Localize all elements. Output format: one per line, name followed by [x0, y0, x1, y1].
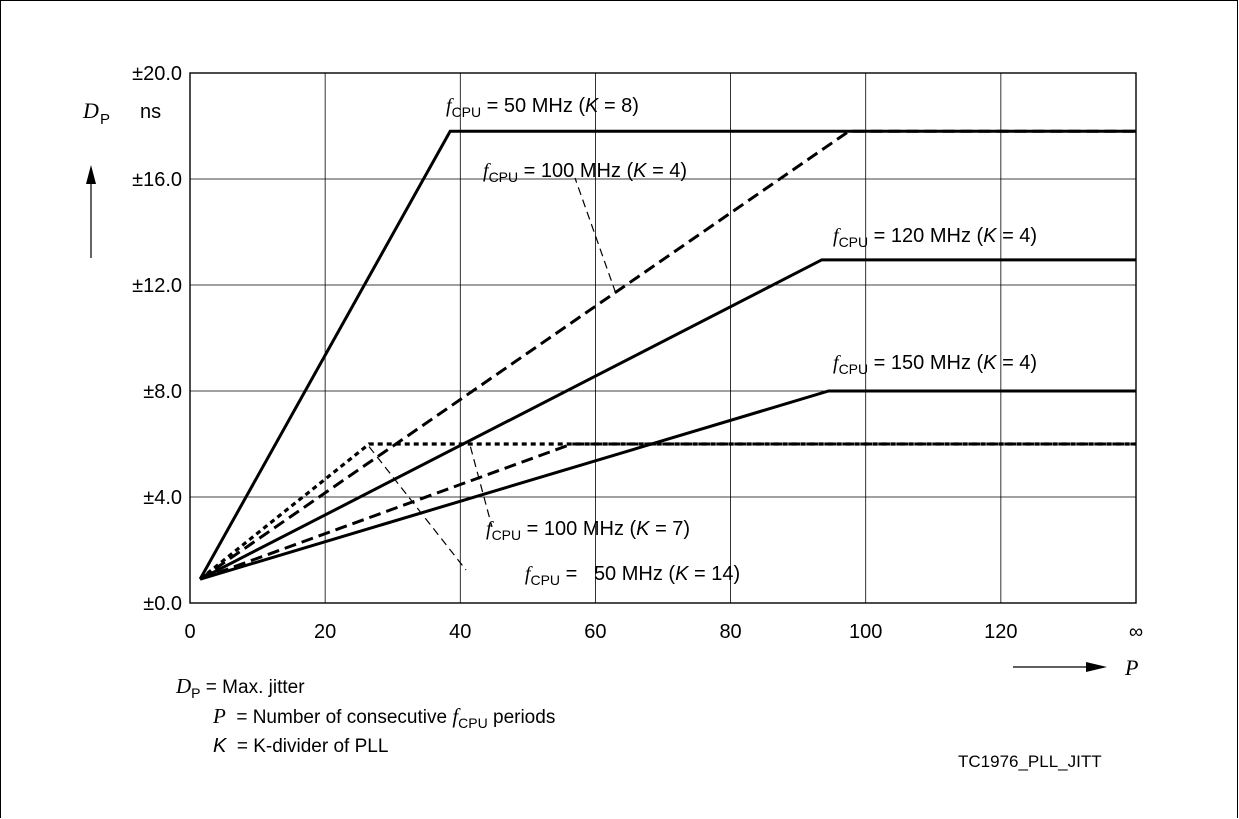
svg-text:fCPU = 120 MHz (K = 4): fCPU = 120 MHz (K = 4)	[833, 225, 1037, 250]
leader-line	[574, 177, 617, 294]
y-tick-label: ±12.0	[132, 275, 182, 297]
note-dp: DP = Max. jitter	[175, 674, 305, 701]
y-tick-label: ±8.0	[143, 381, 182, 403]
y-axis-arrow-head	[86, 165, 96, 184]
x-tick-label: ∞	[1129, 621, 1143, 643]
series-line	[199, 129, 1136, 581]
leader-lines	[368, 177, 617, 571]
note-p: P = Number of consecutive fCPU periods	[176, 704, 582, 731]
series-lines	[198, 129, 1136, 581]
svg-text:fCPU = 100 MHz (K = 4): fCPU = 100 MHz (K = 4)	[483, 160, 687, 185]
y-tick-label: ±16.0	[132, 169, 182, 191]
x-tick-label: 60	[584, 621, 606, 643]
y-tick-label: ±20.0	[132, 63, 182, 85]
y-axis-subscript: P	[100, 111, 110, 128]
x-tick-label: 80	[719, 621, 741, 643]
series-label: fCPU = 50 MHz (K = 14)	[486, 563, 768, 588]
series-label: fCPU = 100 MHz (K = 4)	[483, 160, 687, 185]
legend-notes: DP = Max. jitter P = Number of consecuti…	[175, 674, 582, 757]
series-line	[199, 258, 1136, 581]
note-k: K = K-divider of PLL	[176, 735, 414, 757]
leader-line	[469, 446, 493, 528]
y-tick-label: ±0.0	[143, 593, 182, 615]
x-tick-label: 20	[314, 621, 336, 643]
y-tick-label: ±4.0	[143, 487, 182, 509]
y-axis-symbol: D	[82, 98, 99, 123]
x-tick-label: 40	[449, 621, 471, 643]
leader-line	[368, 446, 467, 571]
svg-text:fCPU = 50 MHz (K = 8): fCPU = 50 MHz (K = 8)	[446, 95, 639, 120]
svg-text:fCPU = 150 MHz (K = 4): fCPU = 150 MHz (K = 4)	[833, 352, 1037, 377]
series-label: fCPU = 100 MHz (K = 7)	[486, 518, 690, 543]
figure-id: TC1976_PLL_JITT	[958, 752, 1102, 771]
series-label: fCPU = 50 MHz (K = 8)	[446, 95, 639, 120]
series-line	[199, 442, 1136, 581]
x-axis-arrow-head	[1086, 662, 1107, 672]
y-axis-unit: ns	[140, 101, 161, 123]
x-tick-label: 0	[184, 621, 195, 643]
svg-text:fCPU = 50 MHz (K = 14): fCPU = 50 MHz (K = 14)	[486, 563, 768, 588]
series-label: fCPU = 150 MHz (K = 4)	[833, 352, 1037, 377]
x-tick-label: 100	[849, 621, 882, 643]
series-line	[199, 389, 1136, 581]
series-label: fCPU = 120 MHz (K = 4)	[833, 225, 1037, 250]
svg-text:fCPU = 100 MHz (K = 7): fCPU = 100 MHz (K = 7)	[486, 518, 690, 543]
x-tick-label: 120	[984, 621, 1017, 643]
x-axis-symbol: P	[1124, 655, 1138, 680]
series-line	[199, 442, 1136, 581]
plot-border	[189, 72, 1137, 604]
axes: 0 20 40 60 80 100 120 ∞ ±0.0 ±4.0 ±8.0 ±12.0 ±16.0 ±2…	[132, 63, 1143, 643]
series-label-f: f	[446, 95, 454, 117]
